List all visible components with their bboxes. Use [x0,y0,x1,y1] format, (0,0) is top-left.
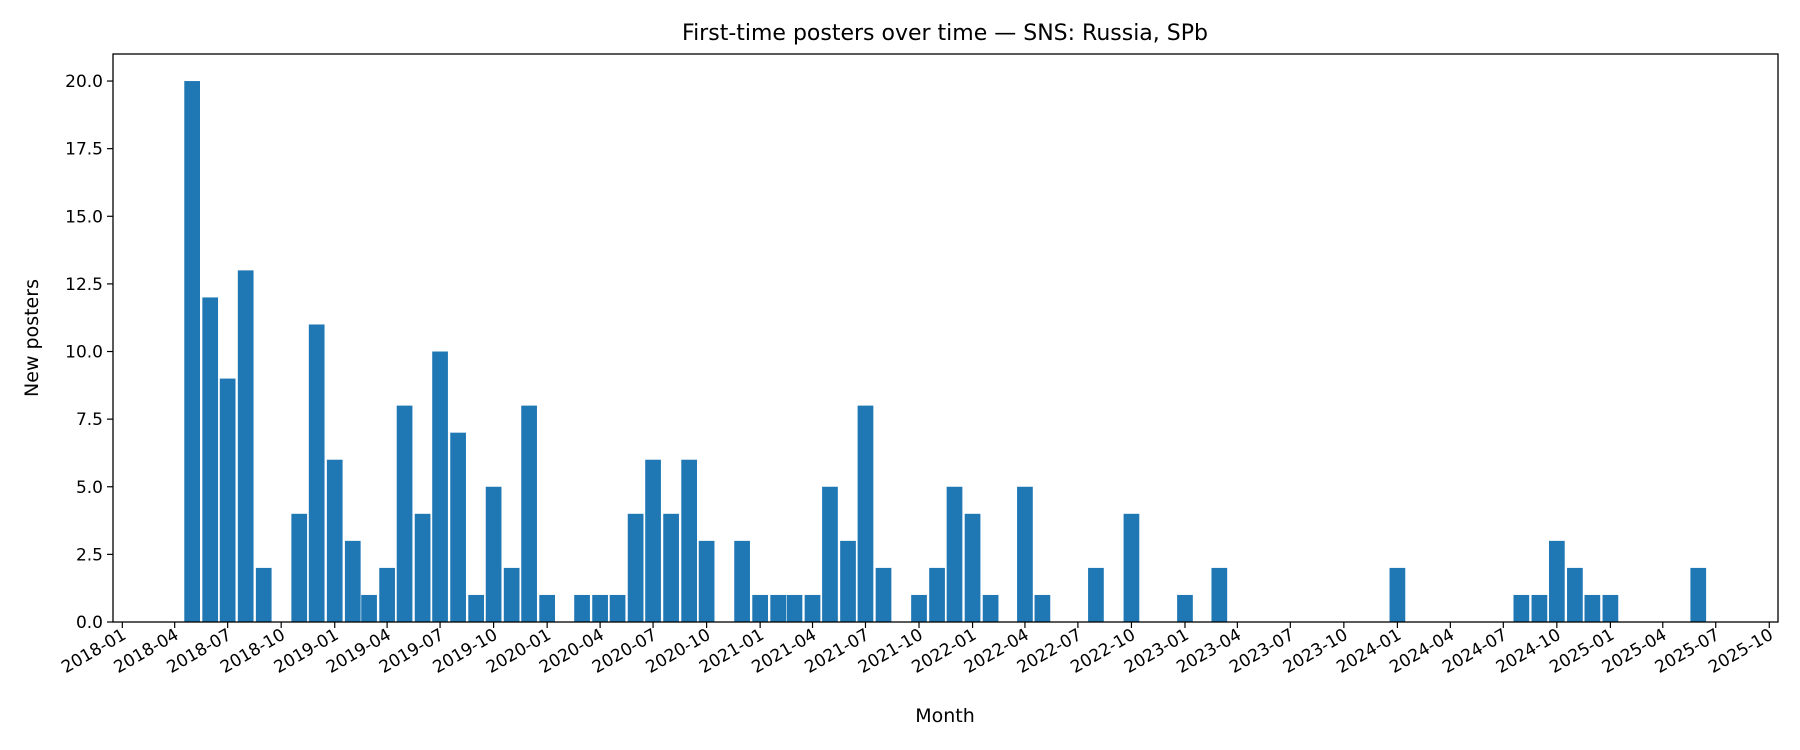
bar [804,594,821,622]
bar [574,594,590,622]
bar [1549,540,1565,622]
bar [450,432,466,622]
bar [857,405,874,622]
bar [592,594,608,622]
bar [344,540,361,622]
bar [414,513,431,622]
bar [485,486,502,622]
bar [202,297,219,622]
bar [752,594,768,622]
y-tick-label: 5.0 [76,478,103,498]
bar [911,594,927,622]
bar [1567,567,1583,622]
bar [929,567,945,622]
bar [786,594,803,622]
bars-group [184,81,1707,623]
bar [822,486,838,622]
bar [291,513,308,622]
bar [663,513,679,622]
bar [1034,594,1051,622]
x-axis-label: Month [915,705,975,727]
bar [1123,513,1140,622]
bar [521,405,537,622]
bar [1602,594,1619,622]
bar [982,594,999,622]
bar [1584,594,1601,622]
bar [1690,567,1707,622]
y-axis-label: New posters [21,279,43,397]
bar [770,594,787,622]
y-tick-label: 10.0 [65,343,103,363]
bar [875,567,892,622]
bar [1017,486,1033,622]
y-axis: 0.0 2.5 5.0 7.5 10.0 12.5 15.0 17.5 20.0 [65,72,113,633]
bar [698,540,715,622]
bar [681,459,697,622]
bar [539,594,555,622]
bar [609,594,626,622]
bar [468,594,484,622]
chart-title: First-time posters over time — SNS: Russ… [682,21,1208,46]
y-tick-label: 0.0 [76,613,103,633]
bar [184,81,200,623]
bar [1177,594,1193,622]
bar [308,324,325,622]
y-tick-label: 15.0 [65,207,103,227]
y-tick-label: 2.5 [76,545,103,565]
bar [645,459,661,622]
bar [255,567,272,622]
bar [734,540,750,622]
bar [396,405,413,622]
bar [326,459,343,622]
plot-frame [112,53,1779,623]
x-axis: 2018-012018-042018-072018-102019-012019-… [58,622,1777,678]
bar [946,486,963,622]
bar [1531,594,1548,622]
bar [964,513,981,622]
bar [503,567,520,622]
bar [432,351,448,622]
bar [361,594,377,622]
bar [627,513,644,622]
bar [379,567,395,622]
y-tick-label: 17.5 [65,140,103,160]
bar [1211,567,1228,622]
y-tick-label: 12.5 [65,275,103,295]
bar [840,540,856,622]
bar [237,270,254,622]
bar [219,378,236,622]
bar [1389,567,1406,622]
bar [1513,594,1530,622]
y-tick-label: 20.0 [65,72,103,92]
bar [1088,567,1104,622]
y-tick-label: 7.5 [76,410,103,430]
